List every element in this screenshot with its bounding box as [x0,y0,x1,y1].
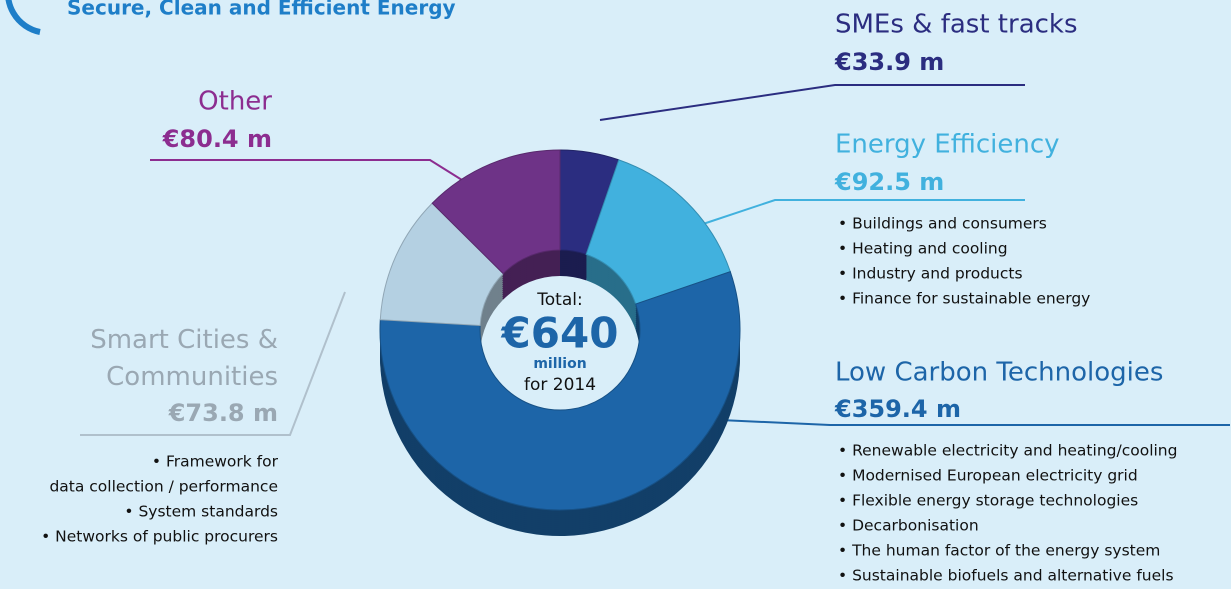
category-label: SMEs & fast tracks [835,10,1078,40]
category-label: Low Carbon Technologies [835,358,1163,388]
detail-item: • System standards [124,503,278,521]
leader-line [699,199,1025,226]
leader-line [719,419,1230,426]
value-label: €80.4 m [162,125,272,153]
category-label: Energy Efficiency [835,130,1060,160]
value-label: €33.9 m [834,48,944,76]
detail-item: • The human factor of the energy system [838,542,1160,560]
center-text: for 2014 [524,375,596,395]
detail-item: • Industry and products [838,265,1023,283]
slice [431,149,561,275]
detail-item: • Networks of public procurers [41,528,278,546]
value-label: €92.5 m [834,168,944,196]
center-text: €640 [501,309,619,358]
detail-item: • Decarbonisation [838,517,979,535]
title-icon [5,0,41,35]
leader-line [80,291,346,436]
slice [379,271,741,511]
center-text: million [533,356,586,372]
detail-item: • Modernised European electricity grid [838,467,1138,485]
detail-item: data collection / performance [49,478,278,496]
category-label: Smart Cities & Communities [90,325,278,392]
category-label: Other [198,87,272,117]
detail-item: • Flexible energy storage technologies [838,492,1138,510]
leader-line [599,84,1025,121]
detail-item: • Sustainable biofuels and alternative f… [838,567,1174,585]
detail-item: • Buildings and consumers [838,215,1047,233]
chart-title: Secure, Clean and Efficient Energy [67,0,456,20]
detail-item: • Heating and cooling [838,240,1008,258]
detail-item: • Finance for sustainable energy [838,290,1090,308]
center-text: Total: [536,290,582,310]
detail-item: • Renewable electricity and heating/cool… [838,442,1177,460]
leader-line [150,159,471,186]
value-label: €73.8 m [168,399,278,427]
value-label: €359.4 m [834,395,961,423]
slice [585,159,731,305]
detail-item: • Framework for [152,453,279,471]
